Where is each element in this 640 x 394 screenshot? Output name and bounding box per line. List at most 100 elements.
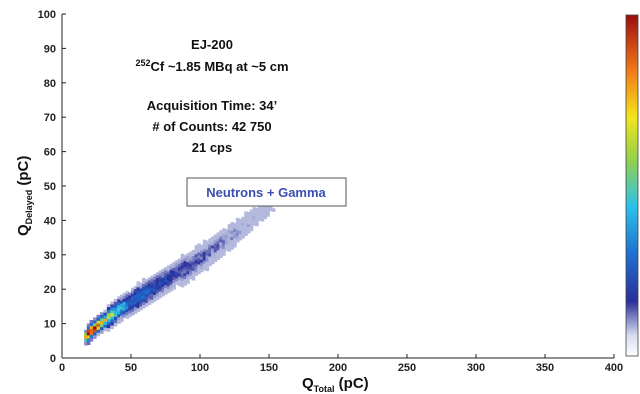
heatmap-cell [106,316,111,320]
heatmap-cell [219,254,223,258]
heatmap-cell [238,230,243,235]
heatmap-cell [164,273,168,277]
heatmap-cell [120,309,124,314]
heatmap-cell [208,238,212,243]
heatmap-cell [230,240,234,244]
heatmap-cell [96,329,101,334]
y-tick-label: 50 [44,181,56,193]
y-tick-label: 100 [38,9,56,21]
heatmap-cell [147,280,152,284]
heatmap-cell [258,211,262,215]
y-axis-title-main: Q [15,224,32,236]
heatmap-cell [200,268,204,273]
y-tick-label: 60 [44,147,56,159]
heatmap-cell [180,253,185,258]
heatmap-cell [202,257,207,262]
heatmap-cell [244,217,248,221]
heatmap-cell [136,302,141,306]
heatmap-cell [117,311,121,315]
heatmap-cell [103,309,107,314]
heatmap-cell [122,301,127,306]
heatmap-cell [202,251,207,256]
heatmap-cell [144,282,149,286]
heatmap-cell [172,270,176,275]
heatmap-cell [211,248,215,253]
heatmap-cell [150,287,154,292]
heatmap-cell [147,289,152,293]
heatmap-cell [189,257,193,262]
heatmap-cell [89,329,94,333]
heatmap-cell [246,227,251,231]
heatmap-cell [197,258,201,263]
heatmap-cell [153,280,157,284]
heatmap-cell [194,272,199,276]
heatmap-cell [139,300,143,305]
heatmap-cell [117,320,121,324]
heatmap-cell [186,271,190,275]
heatmap-cell [197,264,201,269]
heatmap-cell [241,231,245,236]
heatmap-cell [219,233,223,237]
heatmap-cell [103,321,107,326]
heatmap-cell [139,285,143,290]
heatmap-cell [219,236,223,240]
heatmap-cell [84,329,88,334]
heatmap-cell [142,280,146,285]
heatmap-cell [213,234,218,238]
heatmap-cell [227,230,232,234]
heatmap-cell [166,286,171,290]
heatmap-cell [113,316,118,321]
heatmap-cell [202,242,207,247]
heatmap-cell [189,254,193,259]
heatmap-cell [191,261,196,266]
heatmap-cell [205,267,210,272]
heatmap-cell [133,292,138,296]
heatmap-cell [219,245,223,249]
x-tick-label: 150 [260,362,278,374]
heatmap-cell [131,311,135,316]
heatmap-cell [103,327,107,332]
heatmap-cell [224,232,229,236]
heatmap-cell [197,270,201,275]
heatmap-cell [224,238,229,242]
heatmap-cell [131,299,135,304]
heatmap-cell [255,222,259,227]
heatmap-cell [158,288,163,293]
heatmap-cell [122,313,127,318]
heatmap-cell [177,273,182,278]
heatmap-cell [230,225,234,229]
heatmap-cell [120,297,124,302]
heatmap-cell [227,239,232,243]
heatmap-cell [84,332,88,337]
heatmap-cell [161,271,165,276]
heatmap-cell [110,313,114,318]
x-axis-title: QTotal (pC) [302,375,369,394]
heatmap-cell [93,326,97,330]
heatmap-cell [103,312,107,317]
heatmap-cell [194,263,199,267]
heatmap-cell [117,305,121,309]
heatmap-cell [191,276,196,281]
heatmap-cell [136,284,141,288]
heatmap-cell [238,224,243,229]
heatmap-cell [131,308,135,313]
x-axis-title-unit: (pC) [335,375,369,392]
heatmap-cell [208,259,212,264]
y-axis-title-unit: (pC) [15,156,32,190]
heatmap-cell [180,262,185,267]
heatmap-cell [219,242,223,246]
heatmap-cell [100,312,104,316]
heatmap-cell [100,324,104,328]
heatmap-cell [155,293,160,297]
heatmap-cell [166,289,171,293]
heatmap-cell [205,252,210,257]
heatmap-cell [166,268,171,272]
heatmap-cell [260,205,265,210]
heatmap-cell [86,335,91,339]
heatmap-cell [142,298,146,303]
heatmap-cell [205,240,210,245]
heatmap-cell [125,291,130,295]
heatmap-cell [241,216,245,221]
heatmap-cell [172,267,176,272]
